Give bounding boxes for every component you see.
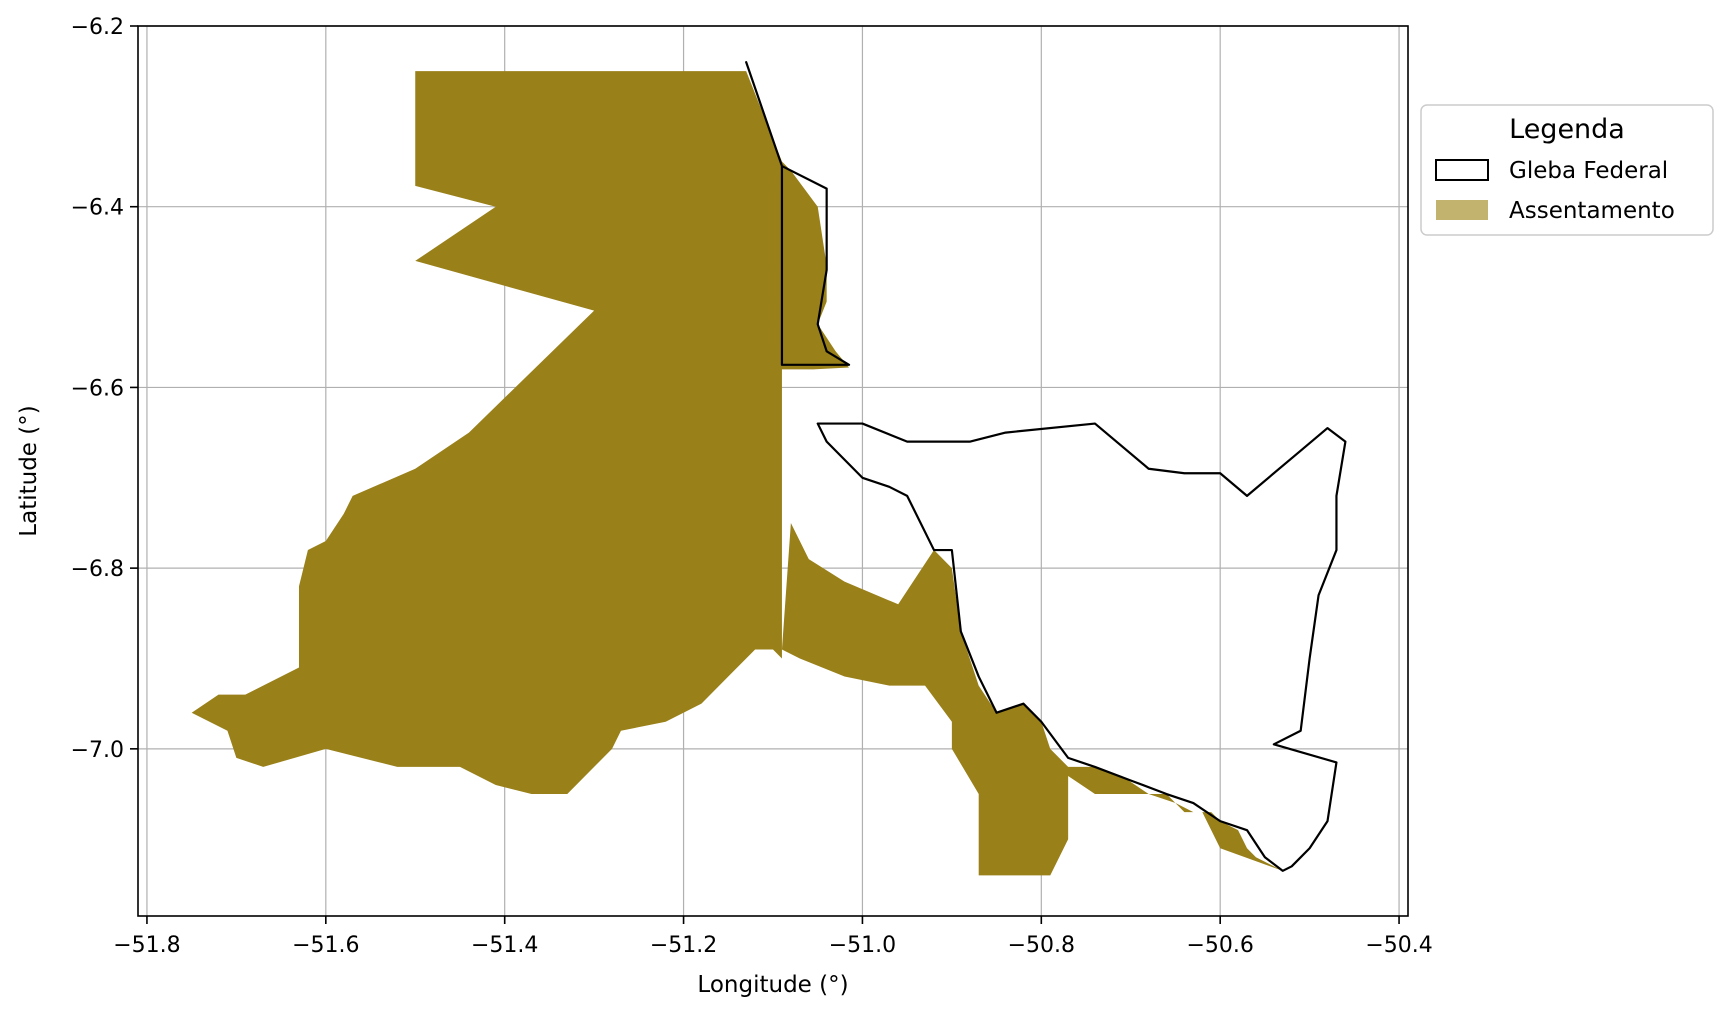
assentamento-polygon [781, 522, 1283, 876]
gleba-federal-outline [745, 61, 851, 366]
legend-swatch-assentamento [1436, 200, 1488, 220]
legend-frame [1420, 104, 1714, 236]
y-tick-label: −6.4 [71, 196, 124, 221]
x-tick-label: −51.4 [471, 933, 538, 958]
x-tick-label: −50.6 [1186, 933, 1253, 958]
y-tick-label: −6.8 [71, 557, 124, 582]
x-tick-label: −50.8 [1008, 933, 1075, 958]
x-tick-label: −51.0 [829, 933, 896, 958]
x-tick-label: −50.4 [1365, 933, 1432, 958]
axis-ticks: −51.8 −51.6 −51.4 −51.2 −51.0 −50.8 −50.6 −50.4… [71, 15, 1433, 958]
y-tick-label: −7.0 [71, 738, 124, 763]
plot-area-frame [137, 25, 1409, 917]
gleba-federal-outlines [745, 61, 1347, 872]
x-tick-label: −51.8 [113, 933, 180, 958]
legend: Legenda Gleba Federal Assentamento [1420, 104, 1714, 236]
legend-swatch-gleba-federal [1435, 159, 1489, 181]
legend-label-gleba-federal: Gleba Federal [1509, 158, 1668, 184]
assentamento-polygons [191, 71, 1283, 876]
x-axis-label: Longitude (°) [697, 972, 848, 998]
y-axis-label: Latitude (°) [16, 405, 42, 536]
assentamento-polygon [191, 71, 850, 795]
y-tick-label: −6.2 [71, 15, 124, 40]
y-tick-label: −6.6 [71, 376, 124, 401]
legend-label-assentamento: Assentamento [1509, 198, 1675, 224]
legend-title: Legenda [1509, 114, 1625, 145]
x-tick-label: −51.6 [292, 933, 359, 958]
x-tick-label: −51.2 [650, 933, 717, 958]
gleba-federal-outline [816, 422, 1347, 872]
